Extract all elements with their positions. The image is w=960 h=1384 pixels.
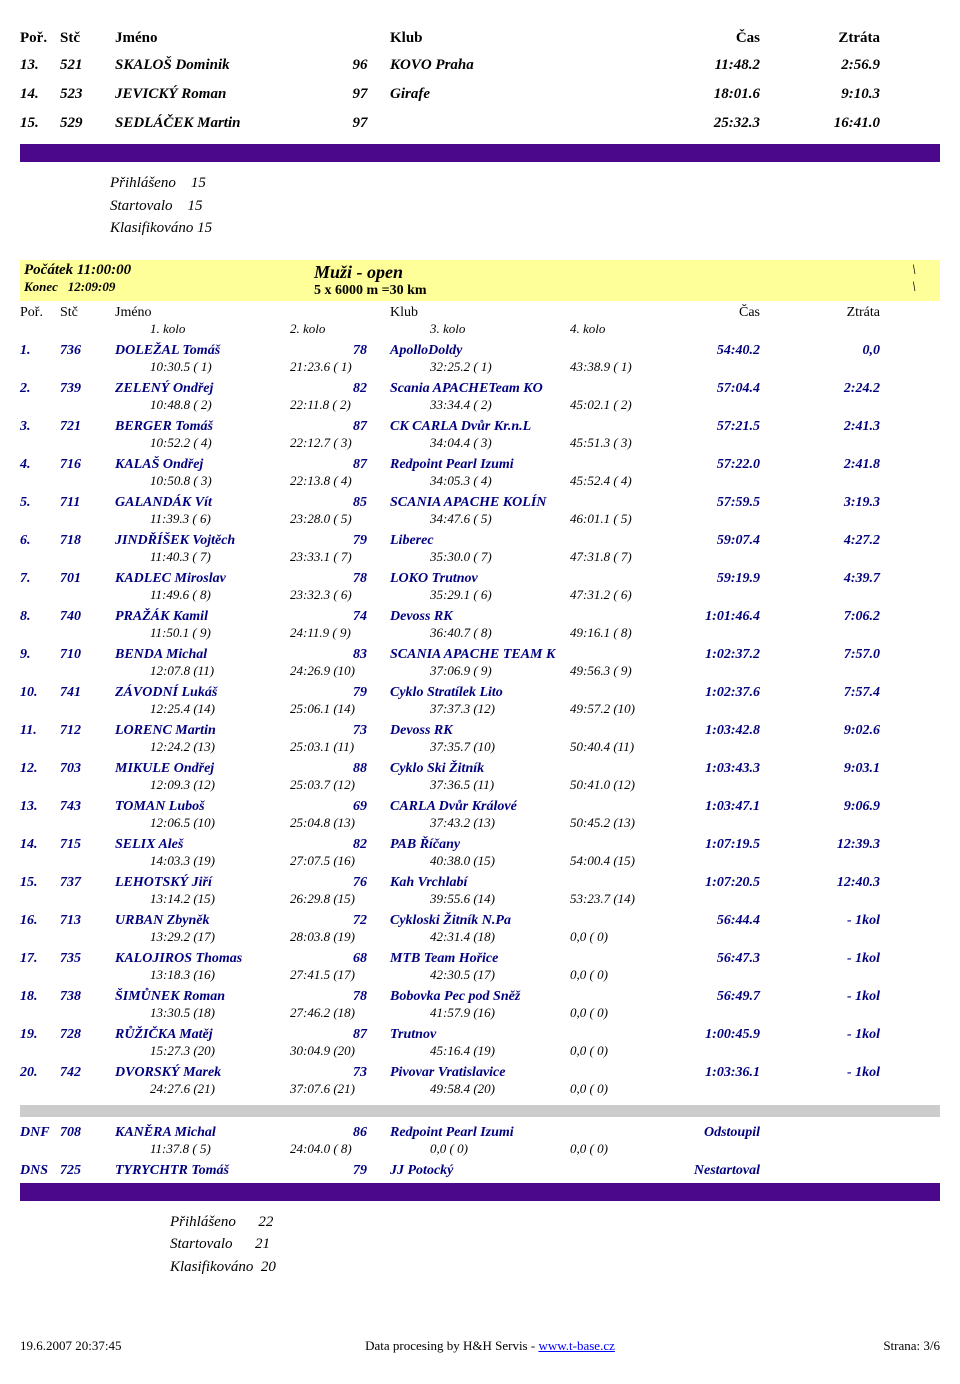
result-row: 3. 721 BERGER Tomáš 87 CK CARLA Dvůr Kr.… — [20, 419, 940, 435]
result-splits: 12:24.2 (13) 25:03.1 (11) 37:35.7 (10) 5… — [20, 739, 940, 755]
result-splits: 12:06.5 (10) 25:04.8 (13) 37:43.2 (13) 5… — [20, 815, 940, 831]
stats-block-2: Přihlášeno 22 Startovalo 21 Klasifikován… — [170, 1211, 940, 1279]
result-splits: 11:37.8 ( 5) 24:04.0 ( 8) 0,0 ( 0) 0,0 (… — [20, 1141, 940, 1157]
col-jmeno: Jméno — [115, 30, 330, 47]
result-row: 20. 742 DVORSKÝ Marek 73 Pivovar Vratisl… — [20, 1065, 940, 1081]
footer-credit: Data procesing by H&H Servis - www.t-bas… — [220, 1338, 760, 1354]
result-splits: 13:29.2 (17) 28:03.8 (19) 42:31.4 (18) 0… — [20, 929, 940, 945]
result-row: 11. 712 LORENC Martin 73 Devoss RK 1:03:… — [20, 723, 940, 739]
result-splits: 12:07.8 (11) 24:26.9 (10) 37:06.9 ( 9) 4… — [20, 663, 940, 679]
result-splits: 11:50.1 ( 9) 24:11.9 ( 9) 36:40.7 ( 8) 4… — [20, 625, 940, 641]
result-row: DNF 708 KANĚRA Michal 86 Redpoint Pearl … — [20, 1125, 940, 1141]
special-results: DNF 708 KANĚRA Michal 86 Redpoint Pearl … — [20, 1125, 940, 1179]
category-banner: Počátek 11:00:00 Konec 12:09:09 Muži - o… — [20, 260, 940, 301]
top-result-row: 15. 529 SEDLÁČEK Martin 97 25:32.3 16:41… — [20, 115, 940, 132]
result-splits: 13:18.3 (16) 27:41.5 (17) 42:30.5 (17) 0… — [20, 967, 940, 983]
result-splits: 10:30.5 ( 1) 21:23.6 ( 1) 32:25.2 ( 1) 4… — [20, 359, 940, 375]
result-splits: 13:14.2 (15) 26:29.8 (15) 39:55.6 (14) 5… — [20, 891, 940, 907]
footer-date: 19.6.2007 20:37:45 — [20, 1338, 220, 1354]
result-row: 6. 718 JINDŘÍŠEK Vojtěch 79 Liberec 59:0… — [20, 533, 940, 549]
result-row: 7. 701 KADLEC Miroslav 78 LOKO Trutnov 5… — [20, 571, 940, 587]
result-row: 14. 715 SELIX Aleš 82 PAB Říčany 1:07:19… — [20, 837, 940, 853]
stats-block-1: Přihlášeno 15 Startovalo 15 Klasifikován… — [110, 172, 940, 240]
col-por: Poř. — [20, 30, 60, 47]
result-splits: 11:39.3 ( 6) 23:28.0 ( 5) 34:47.6 ( 5) 4… — [20, 511, 940, 527]
result-row: DNS 725 TYRYCHTR Tomáš 79 JJ Potocký Nes… — [20, 1163, 940, 1179]
result-splits: 13:30.5 (18) 27:46.2 (18) 41:57.9 (16) 0… — [20, 1005, 940, 1021]
result-row: 16. 713 URBAN Zbyněk 72 Cykloski Žitník … — [20, 913, 940, 929]
result-row: 18. 738 ŠIMŮNEK Roman 78 Bobovka Pec pod… — [20, 989, 940, 1005]
result-row: 13. 743 TOMAN Luboš 69 CARLA Dvůr Králov… — [20, 799, 940, 815]
footer-link[interactable]: www.t-base.cz — [538, 1338, 614, 1353]
sub-header: Poř. Stč Jméno Klub Čas Ztráta — [20, 305, 940, 321]
main-results: 1. 736 DOLEŽAL Tomáš 78 ApolloDoldy 54:4… — [20, 343, 940, 1097]
result-splits: 10:50.8 ( 3) 22:13.8 ( 4) 34:05.3 ( 4) 4… — [20, 473, 940, 489]
col-cas: Čas — [650, 30, 790, 47]
table-header: Poř. Stč Jméno Klub Čas Ztráta — [20, 30, 940, 47]
result-splits: 14:03.3 (19) 27:07.5 (16) 40:38.0 (15) 5… — [20, 853, 940, 869]
result-splits: 12:09.3 (12) 25:03.7 (12) 37:36.5 (11) 5… — [20, 777, 940, 793]
footer-page: Strana: 3/6 — [760, 1338, 940, 1354]
result-row: 12. 703 MIKULE Ondřej 88 Cyklo Ski Žitní… — [20, 761, 940, 777]
result-row: 5. 711 GALANDÁK Vít 85 SCANIA APACHE KOL… — [20, 495, 940, 511]
result-row: 10. 741 ZÁVODNÍ Lukáš 79 Cyklo Stratílek… — [20, 685, 940, 701]
col-klub: Klub — [390, 30, 650, 47]
purple-divider — [20, 144, 940, 162]
col-stc: Stč — [60, 30, 115, 47]
result-row: 1. 736 DOLEŽAL Tomáš 78 ApolloDoldy 54:4… — [20, 343, 940, 359]
result-row: 2. 739 ZELENÝ Ondřej 82 Scania APACHETea… — [20, 381, 940, 397]
page-footer: 19.6.2007 20:37:45 Data procesing by H&H… — [20, 1338, 940, 1354]
category-title: Muži - open — [314, 262, 494, 283]
top-results: 13. 521 SKALOŠ Dominik 96 KOVO Praha 11:… — [20, 57, 940, 132]
result-splits: 10:48.8 ( 2) 22:11.8 ( 2) 33:34.4 ( 2) 4… — [20, 397, 940, 413]
result-splits: 12:25.4 (14) 25:06.1 (14) 37:37.3 (12) 4… — [20, 701, 940, 717]
lap-header: 1. kolo 2. kolo 3. kolo 4. kolo — [20, 321, 940, 337]
top-result-row: 13. 521 SKALOŠ Dominik 96 KOVO Praha 11:… — [20, 57, 940, 74]
result-splits: 11:49.6 ( 8) 23:32.3 ( 6) 35:29.1 ( 6) 4… — [20, 587, 940, 603]
result-row: 4. 716 KALAŠ Ondřej 87 Redpoint Pearl Iz… — [20, 457, 940, 473]
top-result-row: 14. 523 JEVICKÝ Roman 97 Girafe 18:01.6 … — [20, 86, 940, 103]
result-splits: 15:27.3 (20) 30:04.9 (20) 45:16.4 (19) 0… — [20, 1043, 940, 1059]
gray-divider — [20, 1105, 940, 1117]
result-row: 19. 728 RŮŽIČKA Matěj 87 Trutnov 1:00:45… — [20, 1027, 940, 1043]
purple-divider-2 — [20, 1183, 940, 1201]
result-row: 9. 710 BENDA Michal 83 SCANIA APACHE TEA… — [20, 647, 940, 663]
result-splits: 10:52.2 ( 4) 22:12.7 ( 3) 34:04.4 ( 3) 4… — [20, 435, 940, 451]
result-row: 15. 737 LEHOTSKÝ Jiří 76 Kah Vrchlabí 1:… — [20, 875, 940, 891]
col-ztrata: Ztráta — [790, 30, 880, 47]
result-row: 8. 740 PRAŽÁK Kamil 74 Devoss RK 1:01:46… — [20, 609, 940, 625]
result-splits: 11:40.3 ( 7) 23:33.1 ( 7) 35:30.0 ( 7) 4… — [20, 549, 940, 565]
result-row: 17. 735 KALOJIROS Thomas 68 MTB Team Hoř… — [20, 951, 940, 967]
result-splits: 24:27.6 (21) 37:07.6 (21) 49:58.4 (20) 0… — [20, 1081, 940, 1097]
